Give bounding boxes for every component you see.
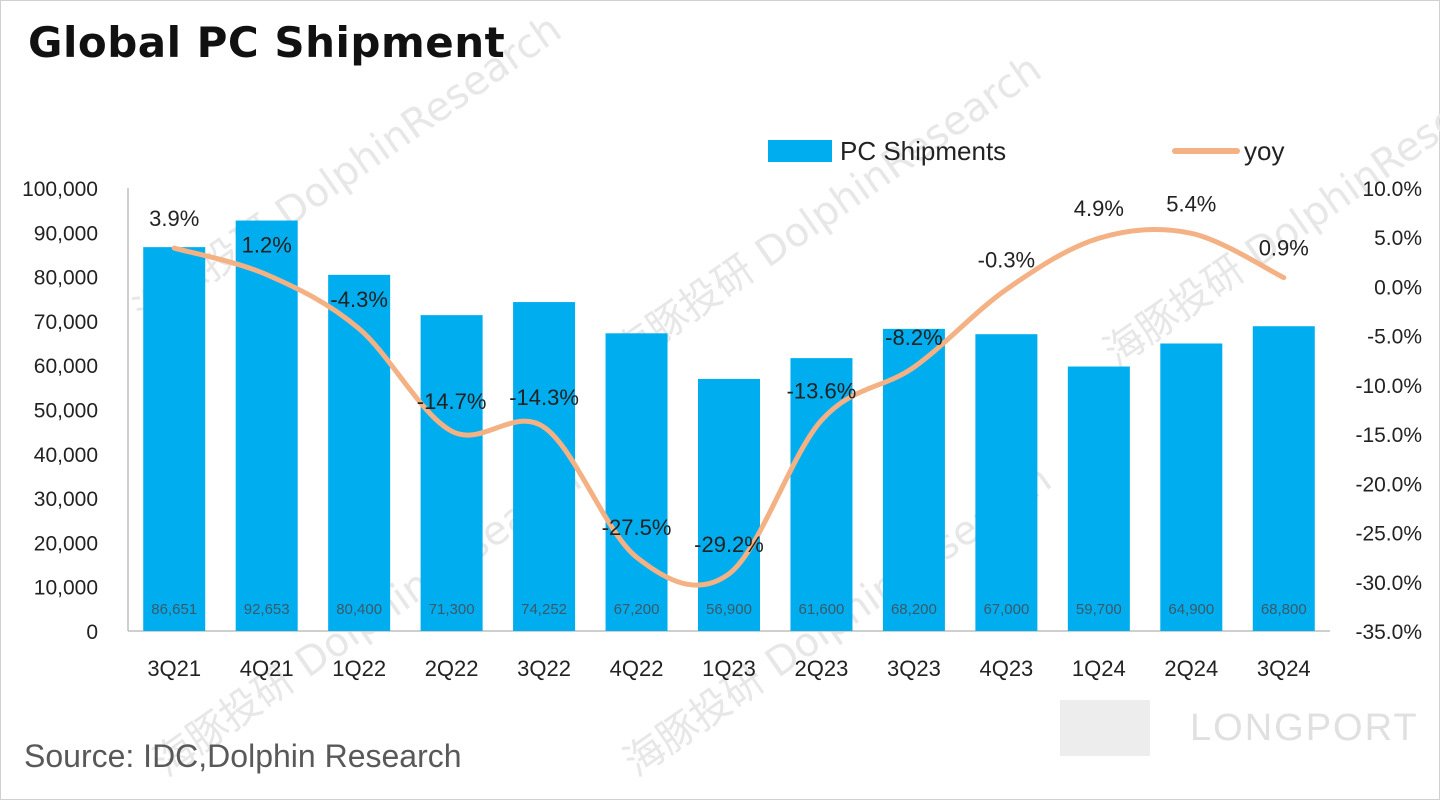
legend-swatch-line <box>1172 148 1240 154</box>
bar <box>513 302 576 631</box>
y-tick-right: -25.0% <box>1355 523 1422 546</box>
yoy-value-label: 0.9% <box>1259 236 1309 261</box>
x-tick-label: 3Q24 <box>1257 656 1311 681</box>
chart-title: Global PC Shipment <box>28 18 506 67</box>
x-tick-label: 3Q21 <box>147 656 201 681</box>
x-tick-label: 4Q21 <box>240 656 294 681</box>
x-tick-label: 1Q23 <box>702 656 756 681</box>
bar-value-label: 68,800 <box>1261 601 1307 618</box>
y-tick-left: 30,000 <box>34 488 98 511</box>
bar <box>1067 366 1130 631</box>
yoy-value-label: -14.3% <box>509 385 579 410</box>
bar <box>1252 326 1315 631</box>
x-tick-label: 2Q24 <box>1164 656 1218 681</box>
legend-item-yoy: yoy <box>1172 134 1284 168</box>
yoy-value-label: 4.9% <box>1074 196 1124 221</box>
brand-logo-icon <box>1060 700 1150 756</box>
bar-value-label: 68,200 <box>891 601 937 618</box>
x-tick-label: 3Q22 <box>517 656 571 681</box>
y-tick-left: 100,000 <box>22 178 98 201</box>
bar <box>975 334 1038 631</box>
yoy-value-label: -8.2% <box>885 325 942 350</box>
yoy-value-label: -0.3% <box>978 247 1035 272</box>
bar-value-label: 74,252 <box>521 601 567 618</box>
y-tick-right: 5.0% <box>1374 227 1422 250</box>
y-tick-left: 40,000 <box>34 444 98 467</box>
bar <box>882 328 945 631</box>
y-tick-right: -15.0% <box>1355 424 1422 447</box>
x-tick-label: 1Q22 <box>332 656 386 681</box>
bar <box>328 274 391 631</box>
legend-label: PC Shipments <box>840 135 1007 166</box>
y-tick-right: -30.0% <box>1355 572 1422 595</box>
y-tick-left: 20,000 <box>34 532 98 555</box>
y-tick-right: -5.0% <box>1367 326 1422 349</box>
source-note: Source: IDC,Dolphin Research <box>24 738 462 774</box>
bar-value-label: 80,400 <box>336 601 382 618</box>
y-tick-right: -35.0% <box>1355 621 1422 644</box>
y-tick-left: 70,000 <box>34 311 98 334</box>
yoy-value-label: -4.3% <box>330 287 387 312</box>
y-tick-left: 80,000 <box>34 267 98 290</box>
bar-value-label: 86,651 <box>151 601 197 618</box>
bar-value-label: 56,900 <box>706 601 752 618</box>
yoy-line <box>171 226 1287 588</box>
legend-item-pc-shipments: PC Shipments <box>768 134 1006 168</box>
y-tick-left: 50,000 <box>34 400 98 423</box>
x-tick-label: 2Q22 <box>425 656 479 681</box>
x-tick-label: 3Q23 <box>887 656 941 681</box>
y-tick-left: 10,000 <box>34 577 98 600</box>
legend-label: yoy <box>1244 135 1285 166</box>
bar <box>605 333 668 631</box>
brand-watermark: LONGPORT <box>1060 700 1419 756</box>
y-tick-right: -20.0% <box>1355 473 1422 496</box>
yoy-value-label: 3.9% <box>149 206 199 231</box>
bar <box>420 315 483 631</box>
yoy-value-label: -27.5% <box>602 515 672 540</box>
y-tick-left: 60,000 <box>34 355 98 378</box>
x-tick-label: 2Q23 <box>795 656 849 681</box>
legend-swatch-bar <box>768 140 832 162</box>
bar <box>698 378 760 631</box>
yoy-value-label: -14.7% <box>417 389 487 414</box>
y-tick-right: -10.0% <box>1355 375 1422 398</box>
yoy-value-label: -13.6% <box>787 378 857 403</box>
y-tick-right: 0.0% <box>1374 276 1422 299</box>
x-tick-label: 4Q23 <box>979 656 1033 681</box>
yoy-value-label: 5.4% <box>1166 191 1216 216</box>
bar-value-label: 64,900 <box>1168 601 1214 618</box>
y-tick-left: 90,000 <box>34 222 98 245</box>
bar-value-label: 92,653 <box>244 601 290 618</box>
x-tick-label: 4Q22 <box>610 656 664 681</box>
bar-value-label: 71,300 <box>429 601 475 618</box>
y-tick-left: 0 <box>86 621 98 644</box>
y-tick-right: 10.0% <box>1362 178 1422 201</box>
bar <box>143 247 206 632</box>
bar <box>1160 343 1223 631</box>
brand-text: LONGPORT <box>1190 706 1419 749</box>
yoy-value-label: 1.2% <box>242 233 292 258</box>
yoy-value-label: -29.2% <box>694 532 764 557</box>
x-tick-label: 1Q24 <box>1072 656 1126 681</box>
bar <box>235 220 298 631</box>
bar-value-label: 67,200 <box>614 601 660 618</box>
bar-value-label: 67,000 <box>983 601 1029 618</box>
bar-value-label: 59,700 <box>1076 601 1122 618</box>
bar-value-label: 61,600 <box>799 601 845 618</box>
